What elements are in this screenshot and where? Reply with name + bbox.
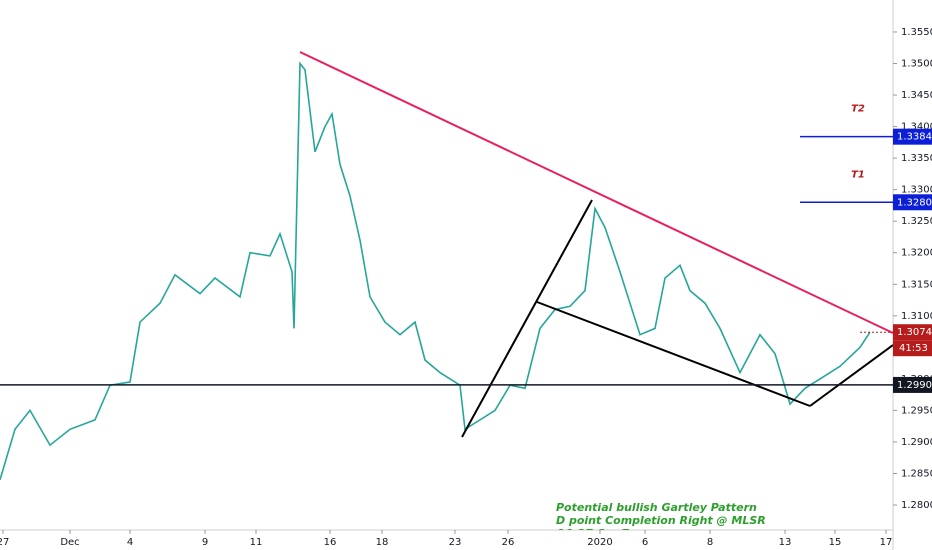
y-tick-label: 1.29000 [901,437,932,448]
last-price-label-box [893,324,932,341]
x-tick-label: Dec [60,537,79,548]
drawings [299,51,893,438]
y-tick-label: 1.28000 [901,500,932,511]
annotation-group: Potential bullish Gartley Pattern D poin… [556,501,766,540]
pattern-line [461,199,593,438]
y-tick-label: 1.32500 [901,216,932,227]
y-tick-label: 1.29500 [901,405,932,416]
trend-line [299,51,893,334]
y-tick-label: 1.33000 [901,185,932,196]
y-tick-label: 1.34000 [901,122,932,133]
countdown-box [893,340,932,357]
x-tick-label: 18 [376,537,389,548]
x-tick-label: 16 [324,537,337,548]
y-tick-label: 1.35000 [901,59,932,70]
y-tick-label: 1.35500 [901,27,932,38]
x-tick-label: 23 [449,537,462,548]
level-label: 1.29904 [897,380,932,391]
x-tick-label: 27 [0,537,9,548]
level-label: 1.32800 [897,197,932,208]
annotation: Potential bullish Gartley Pattern [556,501,757,514]
x-tick-label: 13 [779,537,792,548]
y-tick-label: 1.33500 [901,153,932,164]
pattern-line [536,301,811,407]
annotation: &1.27 Confluence [556,527,666,540]
x-tick-label: 2020 [587,537,612,548]
level-label-box [893,194,932,211]
plot-area [0,61,871,481]
level-annotation: T2 [851,104,865,115]
y-tick-label: 1.31000 [901,311,932,322]
level-label-box [893,128,932,145]
x-tick-label: 6 [642,537,648,548]
x-tick-label: 26 [502,537,515,548]
y-tick-label: 1.28500 [901,468,932,479]
countdown: 41:53 [899,343,928,354]
level-label: 1.33840 [897,132,932,143]
annotation: D point Completion Right @ MLSR [556,514,766,527]
x-tick-label: 4 [127,537,133,548]
y-tick-label: 1.31500 [901,279,932,290]
x-tick-label: 11 [250,537,263,548]
x-tick-label: 8 [707,537,713,548]
x-tick-label: 17 [880,537,893,548]
last-price-label: 1.30740 [897,327,932,338]
level-label-box [893,376,932,393]
y-tick-label: 1.34500 [901,90,932,101]
price-line [0,61,871,481]
pattern-line [809,344,893,407]
level-annotation: T1 [851,169,865,180]
x-tick-label: 9 [202,537,208,548]
x-tick-label: 15 [829,537,842,548]
y-tick-label: 1.32000 [901,248,932,259]
